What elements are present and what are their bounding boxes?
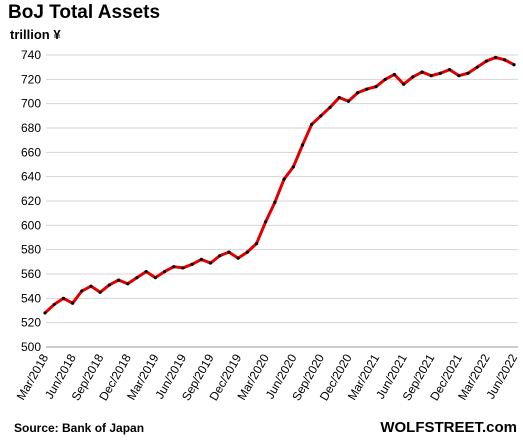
- data-point: [43, 311, 47, 315]
- data-point: [383, 77, 387, 81]
- data-point: [190, 262, 194, 266]
- data-point: [181, 266, 185, 270]
- data-point: [420, 70, 424, 74]
- data-point: [199, 257, 203, 261]
- data-point: [126, 282, 130, 286]
- source-note: Source: Bank of Japan: [14, 421, 145, 435]
- data-point: [89, 284, 93, 288]
- data-point: [512, 63, 516, 67]
- data-point: [52, 302, 56, 307]
- data-point: [80, 289, 84, 293]
- data-point: [61, 296, 65, 300]
- y-tick-label: 680: [21, 121, 41, 135]
- y-tick-label: 740: [21, 48, 41, 62]
- y-unit-label: trillion ¥: [10, 27, 61, 42]
- data-point: [365, 87, 369, 91]
- data-point: [172, 265, 176, 269]
- data-point: [144, 269, 148, 274]
- y-axis: 500 520 540 560 580 600 620 640 660 680 700 720 740: [21, 48, 41, 354]
- y-tick-label: 580: [21, 243, 41, 257]
- data-point: [245, 250, 249, 254]
- x-axis: Mar/2018Jun/2018Sep/2018Dec/2018Mar/2019…: [14, 346, 520, 403]
- data-point: [484, 59, 489, 63]
- data-point: [98, 290, 102, 294]
- series-line: [43, 55, 516, 315]
- gridlines: [46, 54, 518, 348]
- data-point: [457, 74, 461, 78]
- data-point: [319, 114, 323, 118]
- data-point: [438, 71, 443, 75]
- data-point: [273, 200, 277, 204]
- data-point: [264, 220, 268, 224]
- data-point: [392, 72, 397, 77]
- brand-logo-text: WOLFSTREET.com: [380, 419, 517, 436]
- data-point: [116, 278, 121, 282]
- data-point: [411, 75, 415, 79]
- data-point: [337, 95, 341, 100]
- data-point: [346, 99, 351, 103]
- data-point: [107, 283, 111, 287]
- data-point: [218, 254, 222, 258]
- data-point: [494, 55, 498, 60]
- y-tick-label: 700: [21, 97, 41, 111]
- data-point: [291, 165, 295, 169]
- y-tick-label: 540: [21, 291, 41, 305]
- data-point: [402, 82, 406, 86]
- data-point: [227, 250, 231, 254]
- y-tick-label: 560: [21, 267, 41, 281]
- data-point: [70, 301, 75, 305]
- series-layer: [43, 55, 516, 315]
- data-point: [448, 68, 452, 72]
- data-point: [466, 71, 470, 75]
- y-tick-label: 720: [21, 72, 41, 86]
- data-point: [429, 74, 433, 78]
- data-point: [153, 276, 157, 280]
- chart-title: BoJ Total Assets: [8, 2, 161, 23]
- y-tick-label: 620: [21, 194, 41, 208]
- data-point: [503, 58, 507, 62]
- y-tick-label: 640: [21, 170, 41, 184]
- data-point: [374, 85, 378, 89]
- data-point: [282, 177, 286, 181]
- y-tick-label: 500: [21, 340, 41, 354]
- data-point: [328, 105, 332, 109]
- y-tick-label: 520: [21, 316, 41, 330]
- data-point: [208, 261, 213, 265]
- data-point: [236, 256, 240, 260]
- data-point: [356, 91, 360, 95]
- data-point: [310, 122, 314, 126]
- y-tick-label: 600: [21, 218, 41, 232]
- data-point: [162, 269, 167, 274]
- data-point: [135, 276, 139, 280]
- y-tick-label: 660: [21, 145, 41, 159]
- data-point: [475, 65, 479, 69]
- data-point: [254, 241, 259, 246]
- data-point: [300, 143, 305, 147]
